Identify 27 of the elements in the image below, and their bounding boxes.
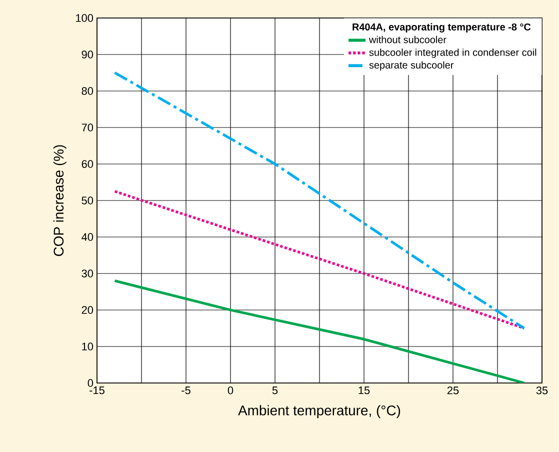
legend-title: R404A, evaporating temperature -8 °C [352,23,531,33]
legend-label: separate subcooler [369,61,454,71]
y-tick-label: 30 [82,270,94,278]
x-tick-label: 0 [228,386,234,394]
y-tick-label: 90 [82,50,94,58]
y-axis-title: COP increase (%) [53,145,66,256]
y-tick-label: 80 [82,87,94,95]
line-series [114,190,526,330]
x-tick-label: 35 [536,386,548,394]
y-tick-label: 70 [82,124,94,132]
x-tick-label: 25 [447,386,459,394]
line-series [114,71,526,330]
x-axis-title: Ambient temperature, (°C) [238,405,400,418]
x-tick-label: 15 [358,386,370,394]
x-tick-label: 5 [272,386,278,394]
x-tick-label: -15 [90,386,104,394]
y-tick-label: 20 [82,306,94,314]
y-tick-label: 0 [88,379,94,387]
legend-label: without subcooler [368,36,446,44]
y-tick-label: 100 [76,14,94,22]
y-tick-label: 10 [82,342,94,350]
x-tick-label: -5 [182,386,190,394]
y-tick-label: 40 [82,233,94,241]
line-series [114,280,526,383]
y-tick-label: 60 [82,160,94,168]
legend-label: subcooler integrated in condenser coil [369,48,536,58]
y-tick-label: 50 [82,196,94,204]
